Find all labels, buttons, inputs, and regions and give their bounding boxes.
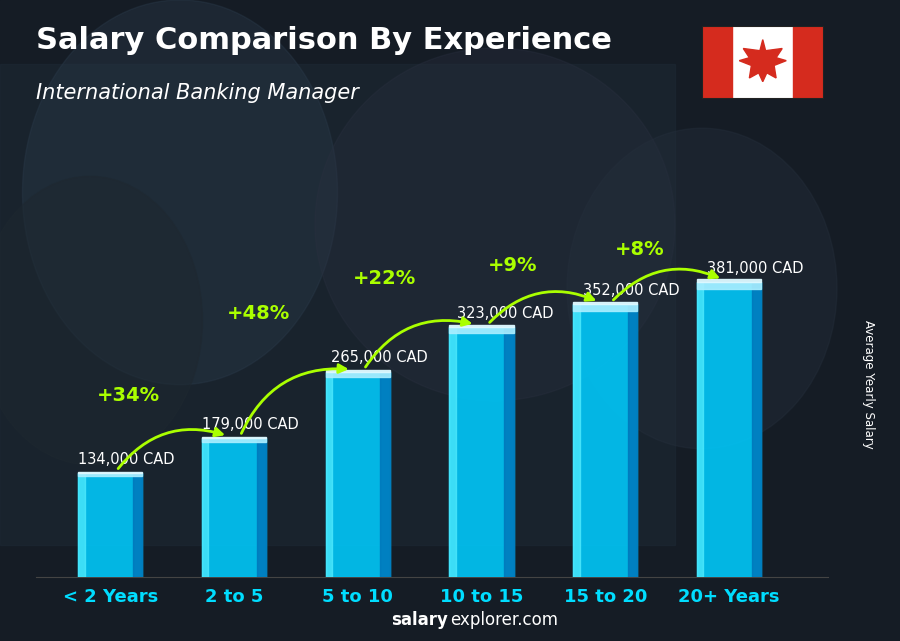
Bar xyxy=(573,304,580,577)
Text: International Banking Manager: International Banking Manager xyxy=(36,83,359,103)
Bar xyxy=(256,438,266,577)
Bar xyxy=(326,370,390,372)
Bar xyxy=(697,282,761,289)
Bar xyxy=(326,372,390,577)
Bar xyxy=(449,327,455,577)
Bar xyxy=(326,372,332,577)
Text: 265,000 CAD: 265,000 CAD xyxy=(330,351,428,365)
Bar xyxy=(202,438,208,577)
Text: explorer.com: explorer.com xyxy=(450,612,558,629)
Bar xyxy=(697,279,761,282)
Text: salary: salary xyxy=(392,612,448,629)
Bar xyxy=(573,304,637,577)
Bar xyxy=(573,304,637,311)
Bar xyxy=(202,438,266,577)
Bar xyxy=(78,473,142,476)
Bar xyxy=(449,327,514,577)
Ellipse shape xyxy=(567,128,837,449)
Text: 323,000 CAD: 323,000 CAD xyxy=(456,306,554,320)
Bar xyxy=(133,473,142,577)
Bar xyxy=(449,327,514,333)
Bar xyxy=(697,282,703,577)
Bar xyxy=(78,472,142,473)
Ellipse shape xyxy=(315,48,675,401)
Bar xyxy=(752,282,761,577)
Text: 381,000 CAD: 381,000 CAD xyxy=(706,261,803,276)
Bar xyxy=(697,282,761,577)
Bar xyxy=(793,26,824,99)
Text: Salary Comparison By Experience: Salary Comparison By Experience xyxy=(36,26,612,54)
Bar xyxy=(449,325,514,327)
Bar xyxy=(0,64,675,545)
Bar xyxy=(573,302,637,304)
Text: Average Yearly Salary: Average Yearly Salary xyxy=(862,320,875,449)
Bar xyxy=(628,304,637,577)
Ellipse shape xyxy=(22,0,338,385)
Bar xyxy=(326,372,390,377)
Bar xyxy=(504,327,514,577)
Bar xyxy=(202,438,266,442)
Text: 352,000 CAD: 352,000 CAD xyxy=(583,283,680,298)
Text: +9%: +9% xyxy=(488,256,537,275)
Text: 179,000 CAD: 179,000 CAD xyxy=(202,417,299,432)
Text: 134,000 CAD: 134,000 CAD xyxy=(78,452,175,467)
Bar xyxy=(78,473,85,577)
Bar xyxy=(202,437,266,438)
Polygon shape xyxy=(739,40,787,81)
Bar xyxy=(78,473,142,577)
Text: +48%: +48% xyxy=(227,304,291,323)
Bar xyxy=(381,372,390,577)
Text: +8%: +8% xyxy=(615,240,665,259)
Bar xyxy=(702,26,733,99)
Text: +34%: +34% xyxy=(97,386,160,405)
Text: +22%: +22% xyxy=(354,269,417,288)
Ellipse shape xyxy=(0,176,202,465)
